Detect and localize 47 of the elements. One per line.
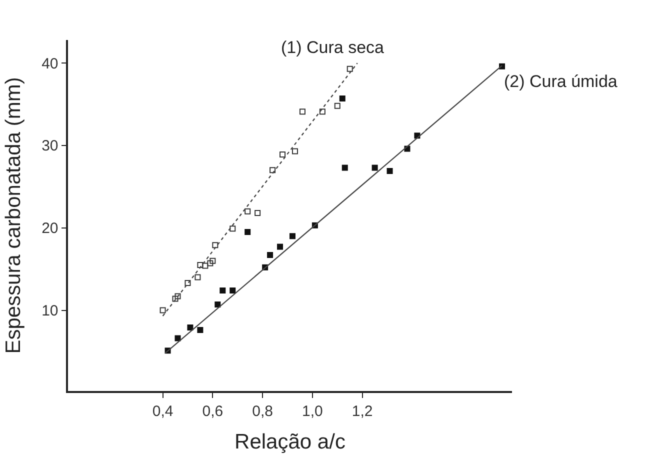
point (210, 258, 216, 264)
point (207, 260, 214, 266)
point (214, 301, 221, 308)
point (334, 102, 340, 109)
point (202, 262, 208, 269)
point (197, 327, 204, 334)
point (267, 252, 274, 258)
y-tick-label: 40 (42, 55, 58, 72)
x-tick-label: 1,2 (352, 402, 373, 420)
point (244, 208, 251, 214)
point (220, 287, 226, 294)
y-tick-label: 10 (42, 302, 58, 320)
point (174, 293, 181, 300)
x-tick-label: 0,4 (152, 402, 174, 420)
point (172, 296, 178, 302)
point (230, 226, 236, 232)
point (319, 108, 326, 115)
point (194, 274, 201, 280)
y-tick-label: 30 (42, 138, 58, 155)
point (277, 244, 284, 250)
point (280, 152, 286, 158)
point (342, 164, 348, 171)
point (230, 287, 236, 294)
point (339, 96, 346, 102)
point (386, 168, 393, 174)
y-axis-title: Espessura carbonatada (mm) (2, 77, 26, 354)
x-tick-label: 0,8 (252, 402, 273, 420)
point (184, 280, 191, 286)
point (372, 164, 378, 171)
annotation: (2) Cura úmida (504, 72, 618, 91)
y-tick-label: 20 (42, 220, 58, 238)
x-axis-title: Relação a/c (234, 430, 346, 454)
x-tick-label: 1,0 (302, 402, 323, 420)
point (292, 148, 298, 154)
point (289, 233, 296, 240)
x-tick-label: 0,6 (202, 402, 224, 420)
annotation: (1) Cura seca (281, 38, 385, 57)
point (187, 324, 194, 331)
point (254, 210, 261, 216)
point (174, 335, 181, 342)
point (160, 307, 166, 314)
point (244, 228, 251, 235)
point (270, 167, 276, 174)
point (299, 108, 306, 115)
point (197, 262, 204, 268)
point (212, 242, 218, 248)
point (346, 66, 353, 72)
